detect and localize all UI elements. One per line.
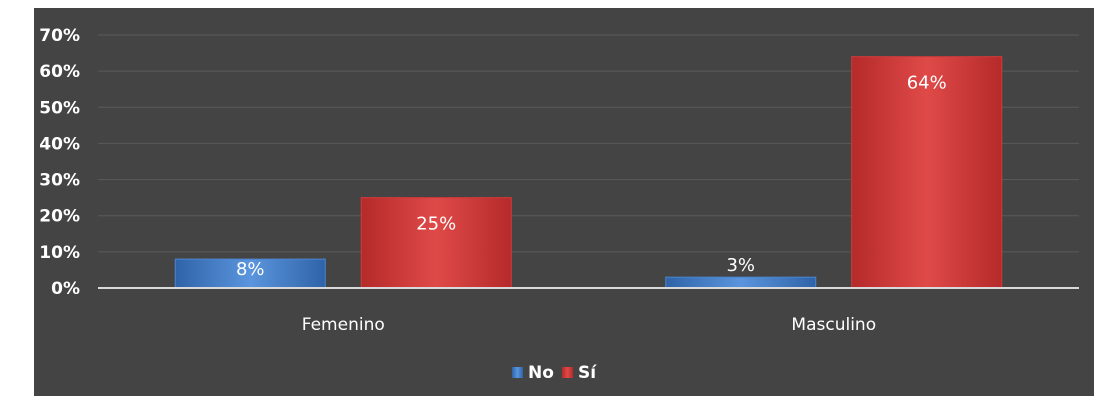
data-label: 8% — [236, 259, 265, 280]
gridlines — [98, 34, 1079, 253]
x-category-label: Masculino — [791, 315, 876, 335]
y-tick-label: 0% — [51, 279, 80, 299]
legend: No Sí — [512, 363, 597, 383]
x-category-label: Femenino — [302, 315, 385, 335]
legend-swatch — [562, 367, 573, 378]
bar-femenino-1 — [360, 197, 512, 289]
y-axis-tick-labels: 0% 10% 20% 30% 40% 50% 60% 70% — [39, 26, 80, 299]
bar-masculino-1 — [851, 56, 1003, 289]
y-tick-label: 10% — [39, 243, 80, 263]
chart-area: 0% 10% 20% 30% 40% 50% 60% 70% Femenino Masculin… — [34, 8, 1094, 396]
data-label: 64% — [907, 73, 947, 94]
legend-label: Sí — [578, 363, 597, 383]
bar-masculino-0 — [665, 276, 817, 289]
y-tick-label: 50% — [39, 98, 80, 118]
y-tick-label: 30% — [39, 171, 80, 191]
legend-swatch — [512, 367, 523, 378]
y-tick-label: 40% — [39, 134, 80, 154]
bars — [174, 56, 1003, 289]
x-axis-category-labels: Femenino Masculino — [302, 315, 876, 335]
y-tick-label: 70% — [39, 26, 80, 46]
bar-chart: 0% 10% 20% 30% 40% 50% 60% 70% Femenino Masculin… — [39, 26, 1079, 383]
legend-label: No — [528, 363, 554, 383]
y-tick-label: 60% — [39, 62, 80, 82]
data-labels: 8% 25% 3% 64% — [236, 73, 947, 280]
y-tick-label: 20% — [39, 207, 80, 227]
data-label: 3% — [726, 255, 755, 276]
data-label: 25% — [416, 214, 456, 235]
